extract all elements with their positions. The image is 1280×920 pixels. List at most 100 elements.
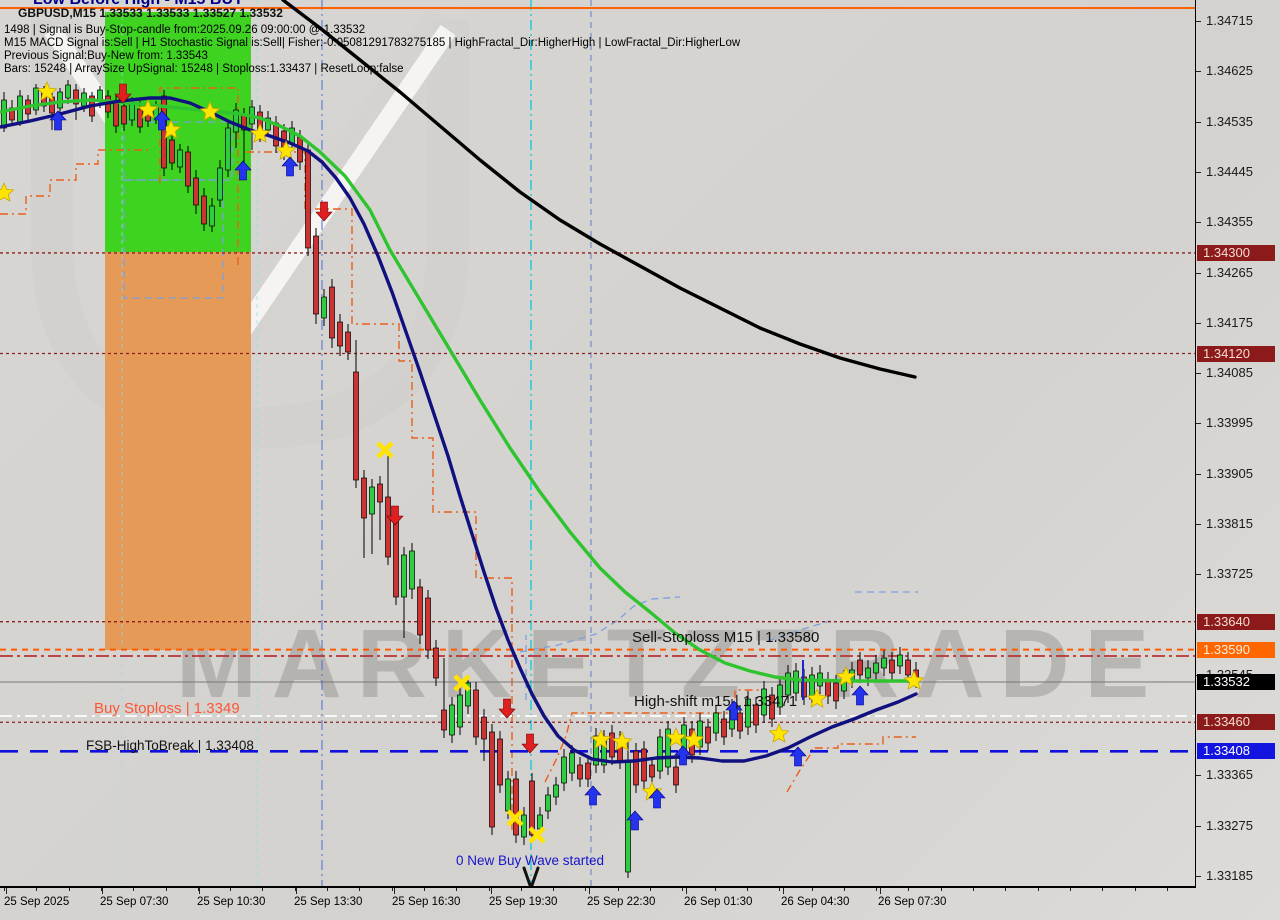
star-marker (611, 730, 633, 751)
price-level-badge: 1.33460 (1197, 714, 1275, 731)
candlestick (553, 784, 559, 798)
star-marker (835, 665, 857, 686)
x-axis-tick (6, 888, 7, 894)
x-axis-minor-tick (1037, 888, 1039, 891)
candlestick (321, 296, 327, 319)
candlestick (209, 205, 215, 227)
x-axis-minor-tick (811, 888, 813, 891)
candlestick (865, 667, 871, 679)
candlestick (625, 759, 631, 873)
y-axis-tick (1196, 71, 1201, 73)
candlestick (169, 139, 175, 164)
time-axis[interactable]: 25 Sep 2025 25 Sep 07:30 25 Sep 10:30 25 Se… (0, 888, 1280, 920)
star-marker (683, 728, 705, 749)
sell-stoploss-label: Sell-Stoploss M15 | 1.33580 (632, 629, 820, 646)
y-axis-label: 1.34355 (1206, 214, 1253, 230)
y-axis-tick (1196, 21, 1201, 23)
y-axis-label: 1.33905 (1206, 465, 1253, 481)
buy-arrow-icon (281, 156, 299, 177)
star-marker (249, 122, 271, 143)
y-axis-label: 1.33275 (1206, 817, 1253, 833)
sell-arrow-icon (386, 505, 404, 526)
candlestick (73, 89, 79, 105)
x-axis-minor-tick (553, 888, 555, 891)
buy-arrow-icon (626, 810, 644, 831)
x-axis-minor-tick (843, 888, 845, 891)
channel-step-line (246, 151, 524, 831)
channel-step-line (786, 736, 916, 793)
candlestick (833, 682, 839, 702)
star-marker (590, 728, 612, 749)
y-axis-tick (1196, 775, 1201, 777)
candlestick (401, 554, 407, 598)
y-axis-label: 1.34445 (1206, 163, 1253, 179)
candlestick (785, 672, 791, 696)
candlestick (577, 764, 583, 780)
x-axis-tick (296, 888, 297, 894)
candlestick (793, 670, 799, 694)
new-buy-wave-label: 0 New Buy Wave started (456, 853, 605, 868)
chart-canvas[interactable] (0, 0, 1195, 886)
candlestick (457, 694, 463, 728)
y-axis-tick (1196, 322, 1201, 324)
x-axis-tick (102, 888, 103, 894)
candlestick (433, 647, 439, 679)
candlestick (481, 716, 487, 740)
candlestick (649, 764, 655, 778)
candlestick (177, 149, 183, 168)
candlestick (121, 105, 127, 125)
price-level-badge: 1.33590 (1197, 641, 1275, 658)
x-axis-label: 25 Sep 2025 (4, 896, 70, 908)
x-axis-tick (199, 888, 200, 894)
candlestick (745, 698, 751, 728)
candlestick (113, 101, 119, 127)
candlestick (905, 659, 911, 676)
star-marker (903, 669, 925, 690)
price-level-badge: 1.33408 (1197, 743, 1275, 760)
candlestick (201, 195, 207, 225)
candlestick (193, 177, 199, 206)
candlestick (33, 87, 39, 111)
x-axis-tick (491, 888, 492, 894)
candlestick (761, 688, 767, 716)
candlestick (505, 778, 511, 812)
candlestick (513, 778, 519, 836)
x-axis-minor-tick (779, 888, 781, 891)
candlestick (657, 736, 663, 772)
x-axis-label: 25 Sep 19:30 (489, 896, 558, 908)
sell-arrow-icon (315, 201, 333, 222)
chart-area[interactable]: MARKETZTRADE Low Before High - M15 BUY G… (0, 0, 1196, 888)
buy-arrow-icon (153, 110, 171, 131)
x-axis-minor-tick (908, 888, 910, 891)
x-axis-minor-tick (714, 888, 716, 891)
buy-arrow-icon (584, 785, 602, 806)
x-axis-minor-tick (650, 888, 651, 891)
signal-range-box (123, 179, 224, 299)
candlestick (521, 814, 527, 838)
x-axis-minor-tick (230, 888, 232, 891)
candlestick (593, 735, 599, 766)
buy-arrow-icon (851, 685, 869, 706)
buy-arrow-icon (49, 110, 67, 131)
candlestick (361, 477, 367, 519)
price-axis[interactable]: 1.34715 1.34625 1.34535 1.34445 1.34355 1.342… (1196, 0, 1280, 886)
x-axis-minor-tick (876, 888, 878, 891)
x-axis-minor-tick (100, 888, 102, 891)
candlestick (337, 321, 343, 347)
x-axis-minor-tick (746, 888, 748, 891)
x-axis-minor-tick (36, 888, 38, 891)
candlestick (57, 91, 63, 109)
star-marker (199, 100, 221, 121)
candlestick (233, 109, 239, 133)
candlestick (825, 679, 831, 697)
candlestick (225, 127, 231, 171)
candlestick (345, 331, 351, 353)
y-axis-tick (1196, 121, 1201, 123)
candlestick (465, 682, 471, 707)
price-level-badge: 1.33640 (1197, 613, 1275, 630)
y-axis-label: 1.34625 (1206, 63, 1253, 79)
candlestick (713, 712, 719, 734)
fsb-high-to-break-label: FSB-HighToBreak | 1.33408 (86, 738, 254, 753)
y-axis-tick (1196, 171, 1201, 173)
check-v-marker (522, 866, 540, 886)
